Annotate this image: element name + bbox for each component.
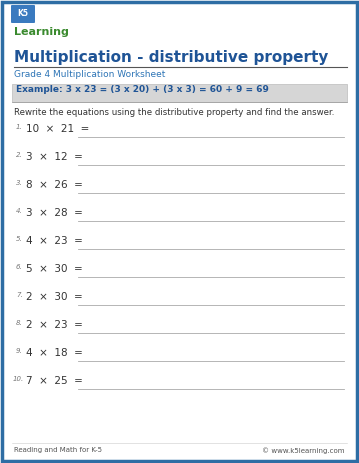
Bar [12,84,347,102]
Text: 6.: 6. [16,264,23,270]
Text: Rewrite the equations using the distributive property and find the answer.: Rewrite the equations using the distribu… [14,108,334,117]
Text: 3.: 3. [16,180,23,186]
Text: Grade 4 Multiplication Worksheet: Grade 4 Multiplication Worksheet [14,70,165,79]
Text: 8.: 8. [16,320,23,326]
Text: Reading and Math for K-5: Reading and Math for K-5 [14,447,102,453]
Text: 2.: 2. [16,152,23,158]
Text: 2  ×  30  =: 2 × 30 = [26,292,83,302]
Text: 10  ×  21  =: 10 × 21 = [26,124,89,134]
Text: 8  ×  26  =: 8 × 26 = [26,180,83,190]
Text: 4  ×  23  =: 4 × 23 = [26,236,83,246]
Text: Learning: Learning [14,27,69,37]
Text: 7.: 7. [16,292,23,298]
Text: 2  ×  23  =: 2 × 23 = [26,320,83,330]
Text: 4.: 4. [16,208,23,214]
FancyBboxPatch shape [11,5,35,23]
Text: 7  ×  25  =: 7 × 25 = [26,376,83,386]
Text: 5.: 5. [16,236,23,242]
Text: 5  ×  30  =: 5 × 30 = [26,264,83,274]
Text: Example: 3 x 23 = (3 x 20) + (3 x 3) = 60 + 9 = 69: Example: 3 x 23 = (3 x 20) + (3 x 3) = 6… [16,86,269,94]
Text: Multiplication - distributive property: Multiplication - distributive property [14,50,328,65]
Text: 10.: 10. [13,376,24,382]
Text: 4  ×  18  =: 4 × 18 = [26,348,83,358]
Text: 3  ×  12  =: 3 × 12 = [26,152,83,162]
Text: 9.: 9. [16,348,23,354]
Text: 3  ×  28  =: 3 × 28 = [26,208,83,218]
Text: 1.: 1. [16,124,23,130]
Text: © www.k5learning.com: © www.k5learning.com [262,447,345,454]
Text: K5: K5 [18,10,28,19]
